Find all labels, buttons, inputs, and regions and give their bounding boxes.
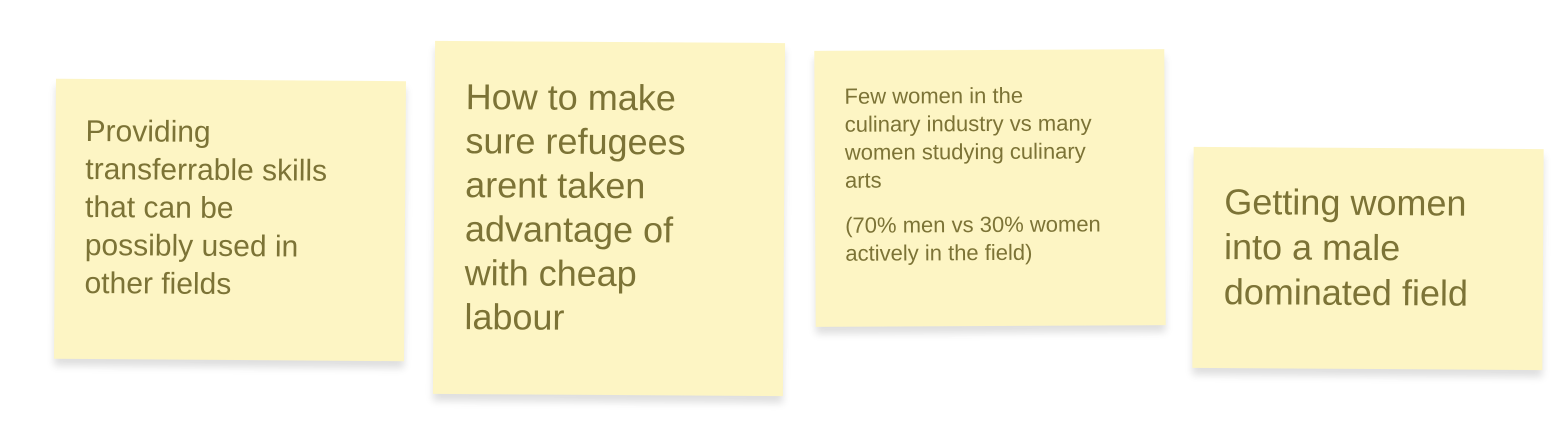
sticky-note-refugee-labour[interactable]: How to make sure refugees arent taken ad… [432,40,786,397]
sticky-note-culinary-women[interactable]: Few women in the culinary industry vs ma… [814,49,1166,327]
sticky-note-text: Providing transferrable skills that can … [84,114,328,302]
sticky-note-text: Getting women into a male dominated fiel… [1223,181,1469,314]
sticky-note-text: Few women in the culinary industry vs ma… [844,82,1092,193]
sticky-note-male-dominated-field[interactable]: Getting women into a male dominated fiel… [1192,146,1544,371]
sticky-note-statistic-text: (70% men vs 30% women actively in the fi… [845,211,1101,266]
sticky-note-transferrable-skills[interactable]: Providing transferrable skills that can … [54,78,406,362]
sticky-note-text: How to make sure refugees arent taken ad… [464,76,686,338]
